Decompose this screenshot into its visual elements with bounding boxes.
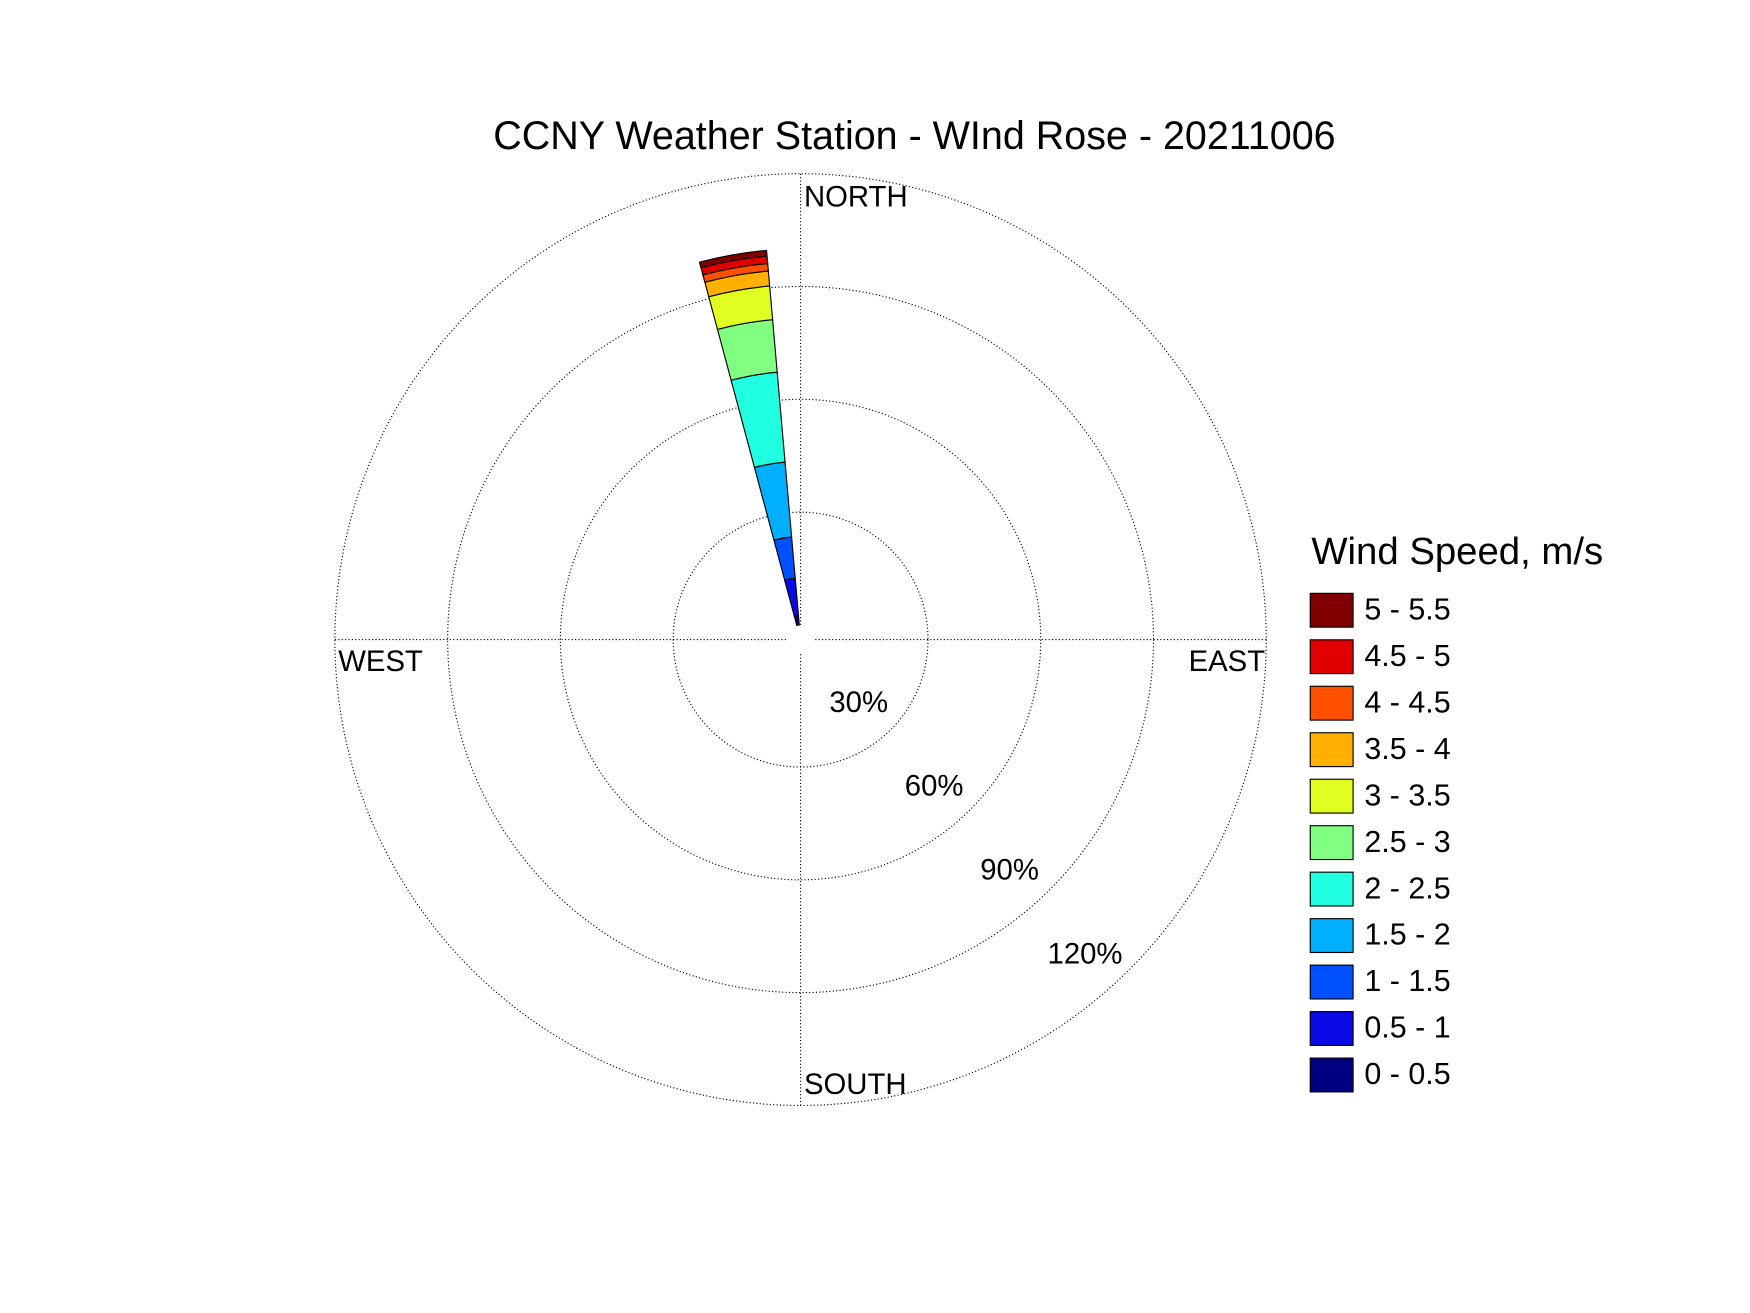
legend-label: 1.5 - 2	[1364, 918, 1450, 952]
wind-segment	[773, 536, 796, 581]
legend-swatch	[1309, 639, 1354, 675]
legend-swatch	[1309, 871, 1354, 907]
r-tick-label: 60%	[905, 770, 964, 803]
r-tick-label: 30%	[829, 686, 888, 719]
legend-swatch	[1309, 592, 1354, 628]
legend-swatch	[1309, 685, 1354, 721]
r-tick-label: 90%	[980, 854, 1039, 887]
legend-label: 5 - 5.5	[1364, 592, 1450, 626]
compass-label: SOUTH	[804, 1068, 907, 1101]
legend-swatch	[1309, 1057, 1354, 1093]
compass-label: EAST	[1189, 645, 1266, 678]
grid-ring	[559, 398, 1042, 881]
wind-segment	[716, 319, 778, 381]
grid-ring	[672, 511, 929, 768]
chart-title: CCNY Weather Station - WInd Rose - 20211…	[493, 114, 1335, 158]
legend-swatch	[1309, 825, 1354, 861]
legend-swatch	[1309, 1011, 1354, 1047]
legend-label: 0 - 0.5	[1364, 1057, 1450, 1091]
legend-label: 3 - 3.5	[1364, 778, 1450, 812]
legend-label: 4 - 4.5	[1364, 685, 1450, 719]
wind-segment	[730, 371, 786, 469]
r-tick-label: 120%	[1048, 937, 1123, 970]
grid-ring	[447, 285, 1155, 994]
legend-swatch	[1309, 732, 1354, 768]
legend-label: 2.5 - 3	[1364, 825, 1450, 859]
legend-label: 4.5 - 5	[1364, 639, 1450, 673]
wind-segment	[698, 249, 768, 269]
legend-label: 0.5 - 1	[1364, 1011, 1450, 1045]
legend-label: 2 - 2.5	[1364, 871, 1450, 905]
grid-ring	[334, 173, 1267, 1107]
wind-segment	[793, 614, 800, 627]
legend-swatch	[1309, 778, 1354, 814]
compass-label: NORTH	[804, 180, 908, 213]
legend-swatch	[1309, 964, 1354, 1000]
legend-label: 1 - 1.5	[1364, 964, 1450, 998]
legend-label: 3.5 - 4	[1364, 732, 1450, 766]
wind-segment	[783, 577, 800, 618]
compass-label: WEST	[338, 645, 423, 678]
wind-segment	[753, 461, 793, 541]
legend-title: Wind Speed, m/s	[1311, 530, 1603, 573]
legend-swatch	[1309, 918, 1354, 954]
